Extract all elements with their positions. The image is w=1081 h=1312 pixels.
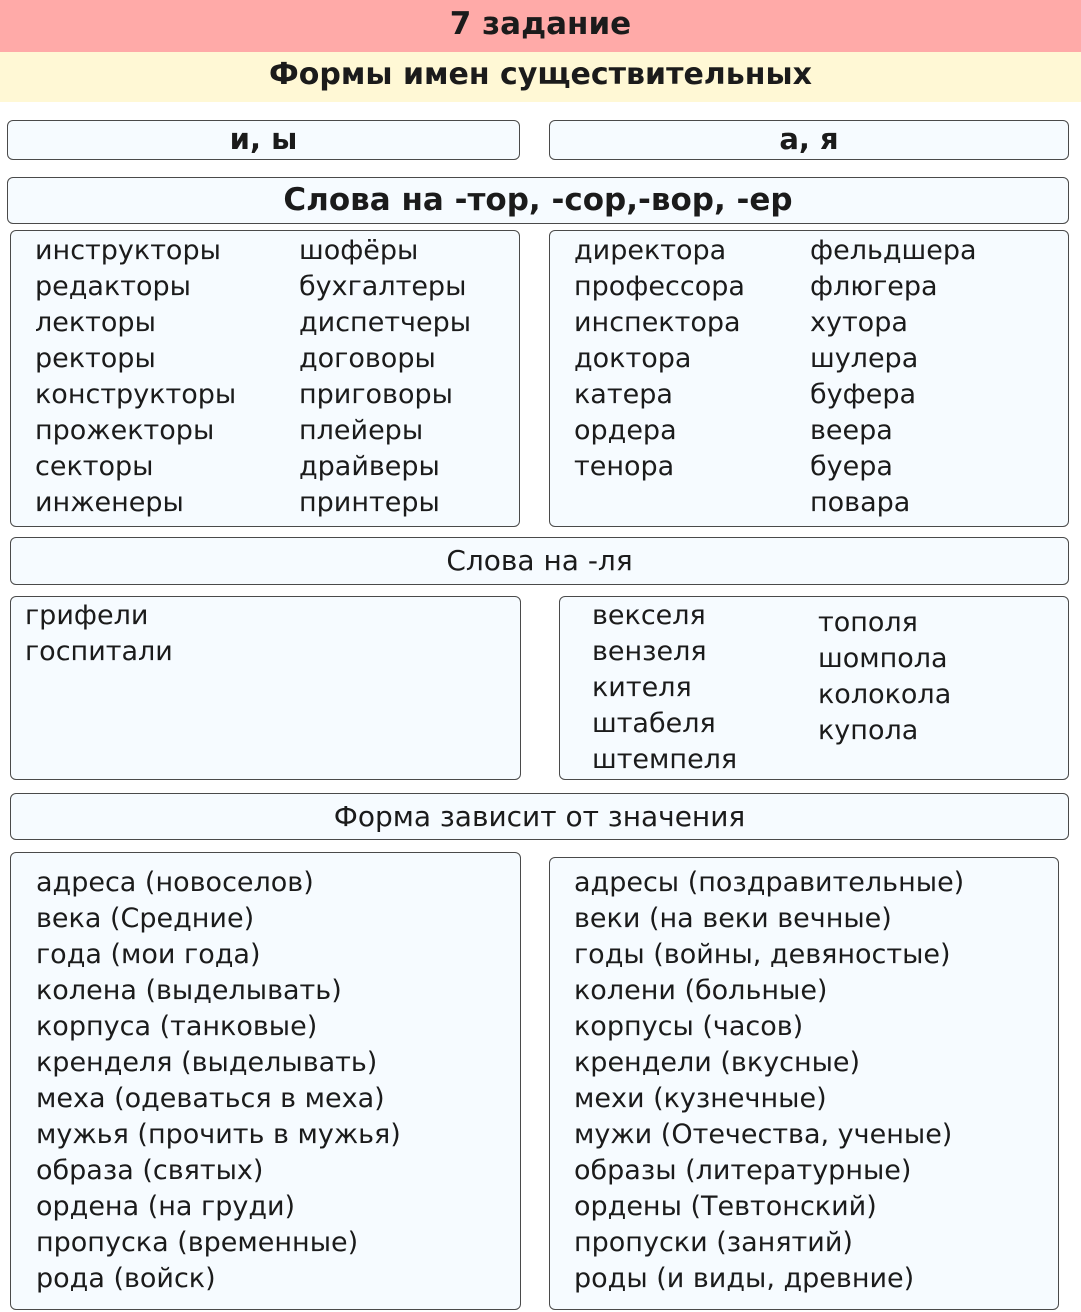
word-item: конструкторы xyxy=(35,379,237,410)
header-right-endings: а, я xyxy=(549,120,1069,160)
word-item: ордера xyxy=(574,415,677,446)
word-item: прожекторы xyxy=(35,415,215,446)
word-item: договоры xyxy=(299,343,436,374)
word-item: адреса (новоселов) xyxy=(36,867,314,898)
word-item: лекторы xyxy=(35,307,156,338)
page-title: 7 задание xyxy=(0,0,1081,52)
word-list-s2-left-col1: грифели госпитали xyxy=(25,598,173,670)
word-item: госпитали xyxy=(25,636,173,667)
word-item: мужья (прочить в мужья) xyxy=(36,1119,401,1150)
word-item: тенора xyxy=(574,451,675,482)
word-item: инспектора xyxy=(574,307,741,338)
word-item: доктора xyxy=(574,343,692,374)
word-item: хутора xyxy=(810,307,908,338)
word-list-s1-left-col1: инструкторы редакторы лекторы ректоры констр… xyxy=(35,233,236,521)
panel-meaning-right: адресы (поздравительные) веки (на веки ве… xyxy=(549,857,1059,1310)
word-list-s2-right-col1: векселя вензеля кителя штабеля штемпеля xyxy=(592,598,737,778)
word-item: драйверы xyxy=(299,451,440,482)
word-item: века (Средние) xyxy=(36,903,255,934)
word-item: векселя xyxy=(592,600,706,631)
word-item: буфера xyxy=(810,379,917,410)
word-item: профессора xyxy=(574,271,745,302)
word-item: инженеры xyxy=(35,487,184,518)
word-item: секторы xyxy=(35,451,154,482)
word-item: ректоры xyxy=(35,343,156,374)
section-title-tor-sor: Слова на -тор, -сор,-вор, -ер xyxy=(7,177,1069,224)
word-item: ордены (Тевтонский) xyxy=(574,1191,877,1222)
word-item: купола xyxy=(818,715,919,746)
word-item: инструкторы xyxy=(35,235,221,266)
word-item: веки (на веки вечные) xyxy=(574,903,892,934)
word-item: редакторы xyxy=(35,271,191,302)
panel-tor-left: инструкторы редакторы лекторы ректоры констр… xyxy=(10,230,520,527)
word-item: шомпола xyxy=(818,643,948,674)
word-item: мужи (Отечества, ученые) xyxy=(574,1119,953,1150)
word-item: корпуса (танковые) xyxy=(36,1011,318,1042)
word-item: плейеры xyxy=(299,415,424,446)
word-item: адресы (поздравительные) xyxy=(574,867,965,898)
word-item: вензеля xyxy=(592,636,707,667)
word-item: флюгера xyxy=(810,271,938,302)
word-item: колена (выделывать) xyxy=(36,975,342,1006)
panel-lya-left: грифели госпитали xyxy=(10,596,521,780)
header-left-endings: и, ы xyxy=(7,120,520,160)
word-item: корпусы (часов) xyxy=(574,1011,804,1042)
word-item: повара xyxy=(810,487,911,518)
word-item: штабеля xyxy=(592,708,716,739)
word-list-s1-right-col1: директора профессора инспектора доктора кате… xyxy=(574,233,745,485)
word-item: колокола xyxy=(818,679,952,710)
section-title-lya: Слова на -ля xyxy=(10,537,1069,585)
word-item: пропуски (занятий) xyxy=(574,1227,853,1258)
word-item: директора xyxy=(574,235,727,266)
word-item: тополя xyxy=(818,607,918,638)
word-item: ордена (на груди) xyxy=(36,1191,296,1222)
word-list-s2-right-col2: тополя шомпола колокола купола xyxy=(818,605,951,749)
word-item: штемпеля xyxy=(592,744,738,775)
word-item: бухгалтеры xyxy=(299,271,467,302)
word-item: шофёры xyxy=(299,235,419,266)
word-list-s3-left: адреса (новоселов) века (Средние) года (мо… xyxy=(36,865,401,1297)
word-item: крендели (вкусные) xyxy=(574,1047,861,1078)
panel-tor-right: директора профессора инспектора доктора кате… xyxy=(549,230,1069,527)
word-item: кителя xyxy=(592,672,692,703)
word-item: мехи (кузнечные) xyxy=(574,1083,827,1114)
word-list-s1-right-col2: фельдшера флюгера хутора шулера буфера веера б… xyxy=(810,233,977,521)
word-item: колени (больные) xyxy=(574,975,828,1006)
panel-meaning-left: адреса (новоселов) века (Средние) года (мо… xyxy=(10,852,521,1310)
word-list-s1-left-col2: шофёры бухгалтеры диспетчеры договоры пригов… xyxy=(299,233,471,521)
word-item: образы (литературные) xyxy=(574,1155,912,1186)
word-item: годы (войны, девяностые) xyxy=(574,939,951,970)
word-item: меха (одеваться в меха) xyxy=(36,1083,385,1114)
word-item: приговоры xyxy=(299,379,453,410)
word-item: года (мои года) xyxy=(36,939,261,970)
word-item: кренделя (выделывать) xyxy=(36,1047,378,1078)
word-item: шулера xyxy=(810,343,919,374)
word-item: катера xyxy=(574,379,673,410)
word-item: диспетчеры xyxy=(299,307,472,338)
word-item: фельдшера xyxy=(810,235,977,266)
word-item: грифели xyxy=(25,600,149,631)
page-subtitle: Формы имен существительных xyxy=(0,52,1081,102)
word-item: пропуска (временные) xyxy=(36,1227,359,1258)
word-item: рода (войск) xyxy=(36,1263,216,1294)
section-title-meaning: Форма зависит от значения xyxy=(10,793,1069,840)
word-list-s3-right: адресы (поздравительные) веки (на веки ве… xyxy=(574,865,964,1297)
word-item: образа (святых) xyxy=(36,1155,264,1186)
panel-lya-right: векселя вензеля кителя штабеля штемпеля топо… xyxy=(559,596,1069,780)
word-item: буера xyxy=(810,451,893,482)
word-item: веера xyxy=(810,415,893,446)
word-item: роды (и виды, древние) xyxy=(574,1263,915,1294)
word-item: принтеры xyxy=(299,487,440,518)
